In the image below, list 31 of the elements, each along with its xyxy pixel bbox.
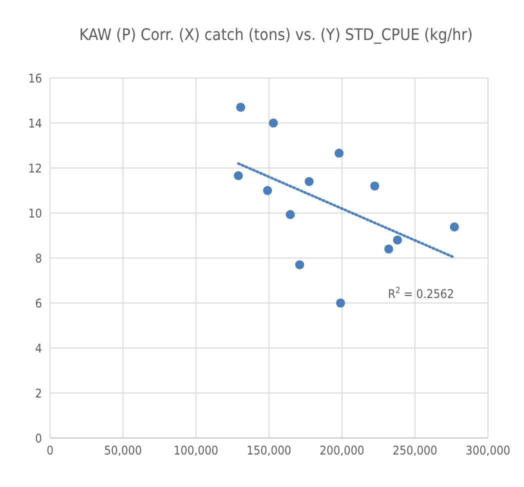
y-tick-label: 12 <box>28 161 42 176</box>
point <box>234 171 243 180</box>
y-tick-label: 10 <box>28 206 42 220</box>
x-tick-label: 150,000 <box>246 444 292 458</box>
point <box>304 176 314 186</box>
x-tick-label: 50,000 <box>104 444 142 458</box>
y-tick-label: 0 <box>35 431 42 446</box>
point <box>384 244 394 254</box>
x-tick-label: 250,000 <box>392 444 438 458</box>
x-tick-label: 300,000 <box>466 444 510 458</box>
y-tick-label: 8 <box>35 251 42 266</box>
x-tick-label: 0 <box>46 444 54 458</box>
y-tick-label: 2 <box>35 386 42 400</box>
y-tick-label: 6 <box>35 296 42 310</box>
point <box>336 298 346 308</box>
chart-title: KAW (P) Corr. (X) catch (tons) vs. (Y) STD_CPUE (kg/hr) <box>79 25 473 44</box>
point <box>392 235 402 245</box>
point <box>450 222 459 232</box>
point <box>295 260 304 270</box>
y-tick-label: 16 <box>28 71 42 86</box>
y-tick-label: 14 <box>28 116 42 130</box>
y-tick-label: 4 <box>35 341 42 356</box>
point <box>370 181 380 191</box>
annotation: R$^{2}$ = 0.2562 <box>388 285 454 301</box>
x-tick-label: 100,000 <box>174 444 218 458</box>
point <box>334 148 344 158</box>
x-tick-label: 200,000 <box>320 444 364 458</box>
point <box>286 210 295 220</box>
point <box>268 118 278 128</box>
point <box>236 102 246 112</box>
point <box>263 186 272 196</box>
